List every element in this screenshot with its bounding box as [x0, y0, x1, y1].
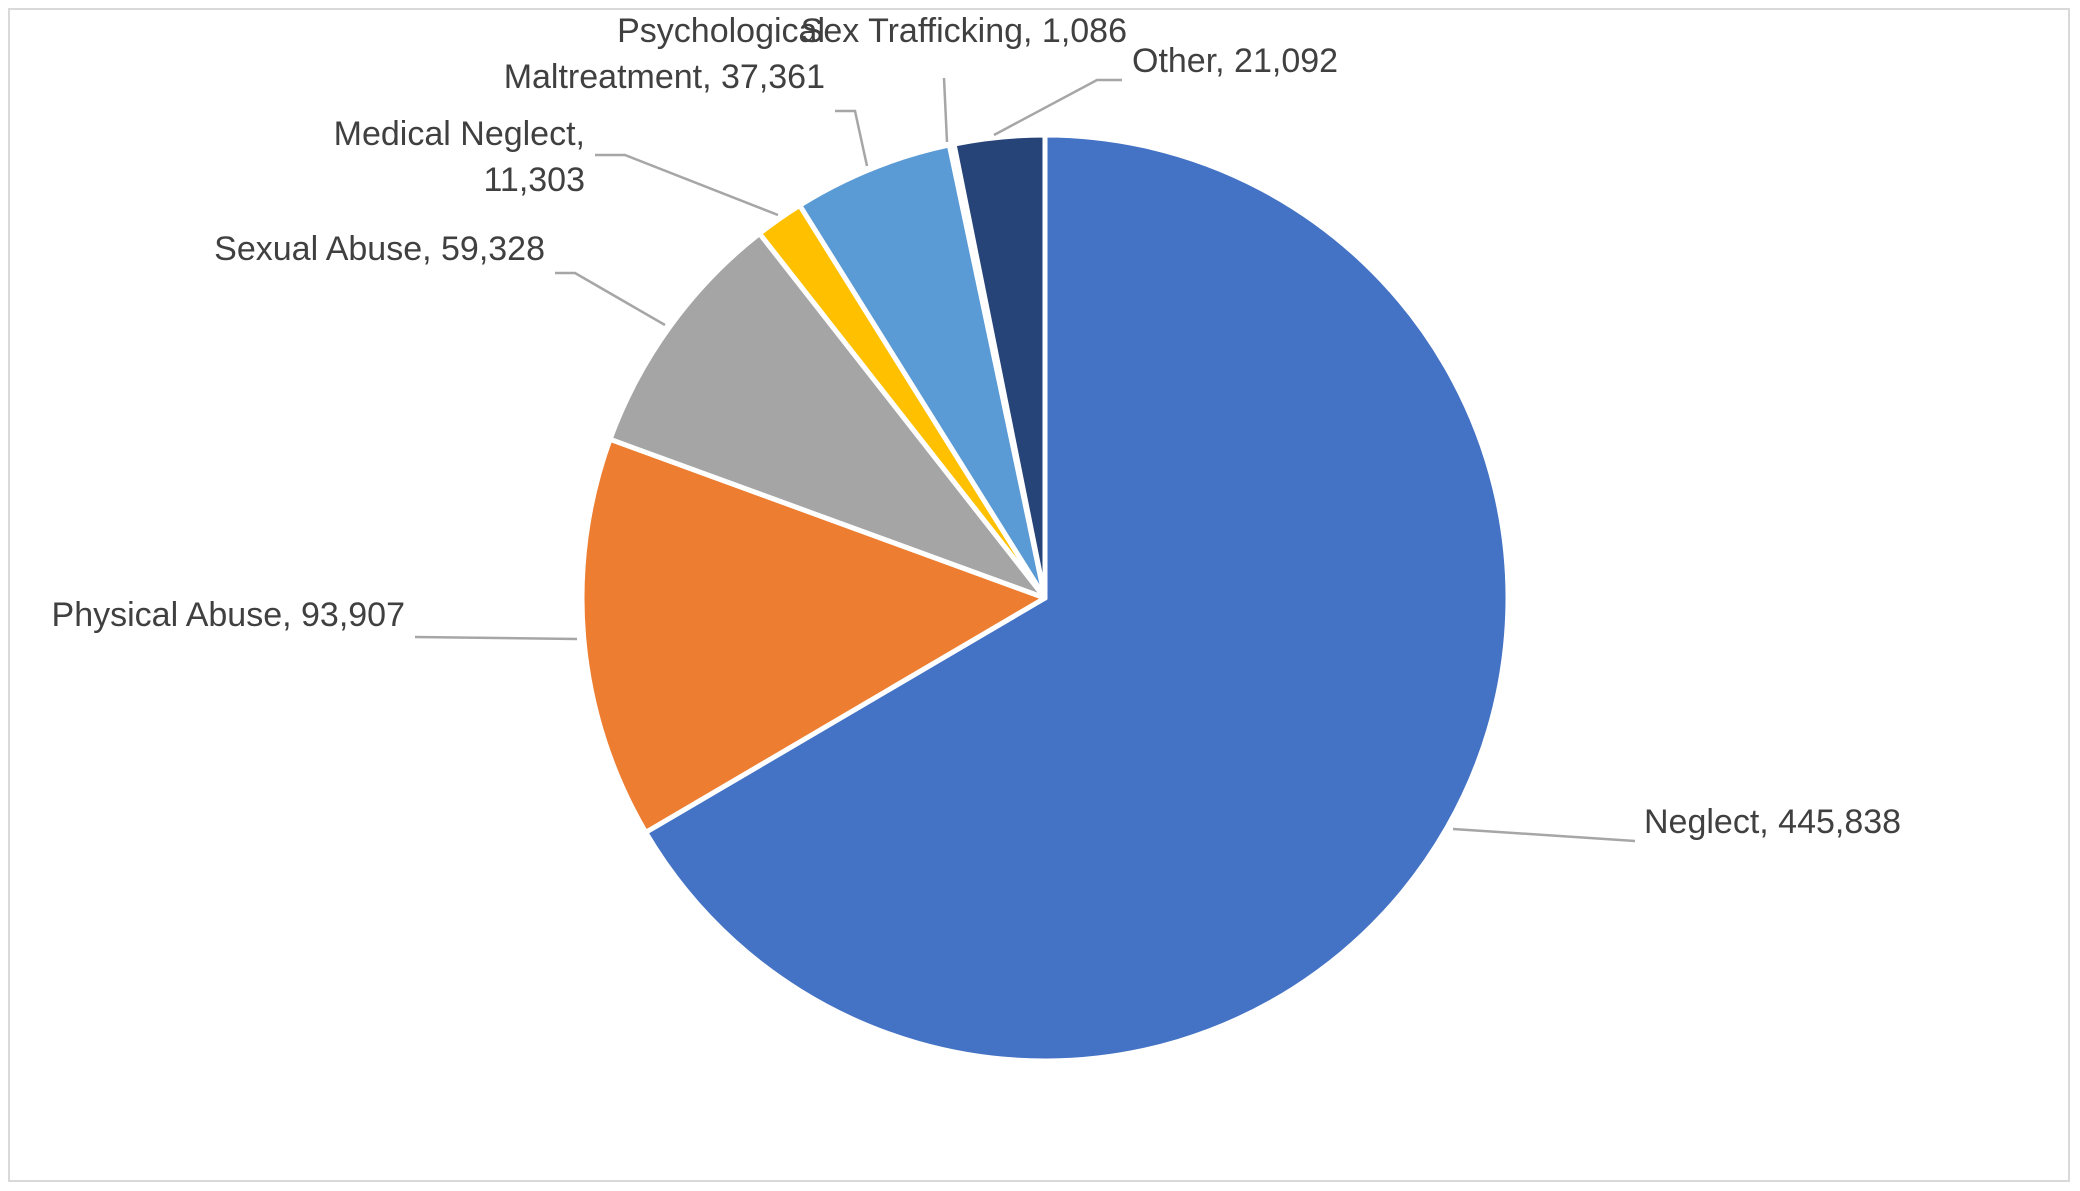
data-label-other: Other, 21,092: [1132, 42, 1338, 80]
pie-slice-other[interactable]: [951, 132, 1048, 601]
pie-slices: [579, 132, 1511, 1064]
data-label-line: 11,303: [484, 161, 585, 199]
data-label-line: Medical Neglect,: [334, 115, 585, 153]
pie-slice-physical-abuse[interactable]: [579, 436, 1048, 835]
chart-frame: Neglect, 445,838 Physical Abuse, 93,907 Se…: [8, 8, 2070, 1182]
leader-lines: [414, 77, 1636, 843]
pie-slice-neglect[interactable]: [643, 132, 1511, 1064]
data-label-line: Sexual Abuse, 59,328: [214, 230, 545, 268]
leader-line-sex-trafficking: [942, 77, 949, 143]
data-label-line: Maltreatment, 37,361: [504, 58, 825, 96]
data-label-psychological-maltreatment: Psychological Maltreatment, 37,361: [504, 12, 825, 96]
data-label-line: Neglect, 445,838: [1644, 803, 1901, 841]
data-labels: Neglect, 445,838 Physical Abuse, 93,907 Se…: [52, 12, 1902, 841]
data-label-neglect: Neglect, 445,838: [1644, 803, 1901, 841]
leader-line-sexual-abuse: [555, 271, 666, 327]
leader-line-other: [993, 78, 1122, 137]
leader-line-psychological-maltreatment: [835, 109, 869, 167]
data-label-line: Psychological: [617, 12, 825, 50]
data-label-line: Other, 21,092: [1132, 42, 1338, 80]
data-label-line: Physical Abuse, 93,907: [52, 596, 405, 634]
data-label-sex-trafficking: Sex Trafficking, 1,086: [801, 12, 1127, 50]
data-label-line: Sex Trafficking, 1,086: [801, 12, 1127, 50]
leader-line-medical-neglect: [595, 153, 779, 217]
data-label-sexual-abuse: Sexual Abuse, 59,328: [214, 230, 545, 268]
leader-line-neglect: [1452, 827, 1636, 843]
data-label-medical-neglect: Medical Neglect, 11,303: [334, 115, 585, 199]
pie-chart: Neglect, 445,838 Physical Abuse, 93,907 Se…: [52, 12, 1902, 1064]
pie-slice-sexual-abuse[interactable]: [607, 231, 1048, 601]
data-label-physical-abuse: Physical Abuse, 93,907: [52, 596, 405, 634]
leader-line-physical-abuse: [414, 635, 578, 641]
pie-slice-psychological-maltreatment[interactable]: [797, 142, 1048, 601]
